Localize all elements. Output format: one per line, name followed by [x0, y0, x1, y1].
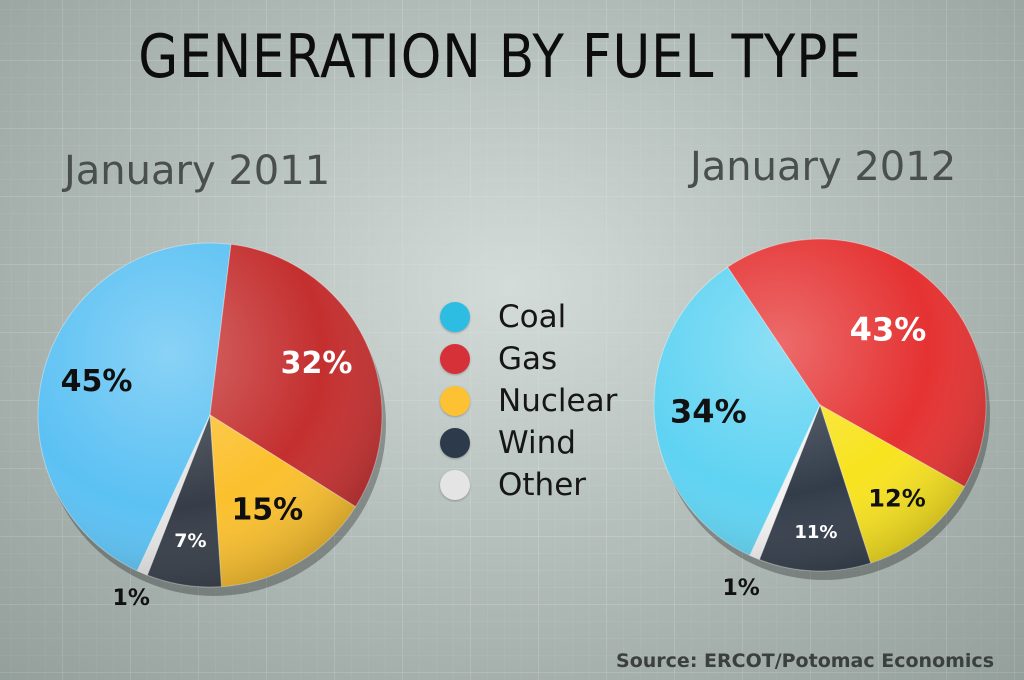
- pie-label-gas-2011: 32%: [281, 346, 353, 381]
- pie-label-gas-2012: 43%: [850, 311, 927, 349]
- pie-chart-2012: 34% 43% 12% 11% 1%: [653, 238, 990, 601]
- source-note: Source: ERCOT/Potomac Economics: [616, 650, 994, 672]
- chart-title-2011: January 2011: [64, 148, 331, 194]
- legend-swatch-coal: [440, 302, 470, 332]
- legend-label-coal: Coal: [498, 299, 567, 335]
- legend-label-other: Other: [498, 467, 587, 503]
- pie-label-wind-2012: 11%: [794, 522, 837, 543]
- pie-label-coal-2012: 34%: [670, 393, 747, 431]
- legend-label-wind: Wind: [498, 425, 576, 461]
- chart-title-2012: January 2012: [690, 144, 957, 190]
- legend-item-wind: Wind: [440, 422, 617, 464]
- legend-swatch-other: [440, 470, 470, 500]
- pie-label-other-2012: 1%: [722, 576, 759, 601]
- legend-item-coal: Coal: [440, 296, 617, 338]
- legend-item-nuclear: Nuclear: [440, 380, 617, 422]
- legend-item-other: Other: [440, 464, 617, 506]
- page-title: GENERATION BY FUEL TYPE: [138, 22, 862, 92]
- pie-label-nuclear-2011: 15%: [231, 493, 303, 528]
- pie-label-wind-2011: 7%: [174, 530, 206, 552]
- legend-swatch-gas: [440, 344, 470, 374]
- legend-label-nuclear: Nuclear: [498, 383, 618, 419]
- pie-label-nuclear-2012: 12%: [868, 485, 925, 513]
- legend-label-gas: Gas: [498, 341, 558, 377]
- pie-chart-2011: 45% 32% 15% 7% 1%: [37, 242, 386, 611]
- pie-label-other-2011: 1%: [113, 586, 150, 611]
- legend: Coal Gas Nuclear Wind Other: [440, 296, 617, 506]
- pie-label-coal-2011: 45%: [61, 364, 133, 399]
- legend-swatch-nuclear: [440, 386, 470, 416]
- legend-item-gas: Gas: [440, 338, 617, 380]
- legend-swatch-wind: [440, 428, 470, 458]
